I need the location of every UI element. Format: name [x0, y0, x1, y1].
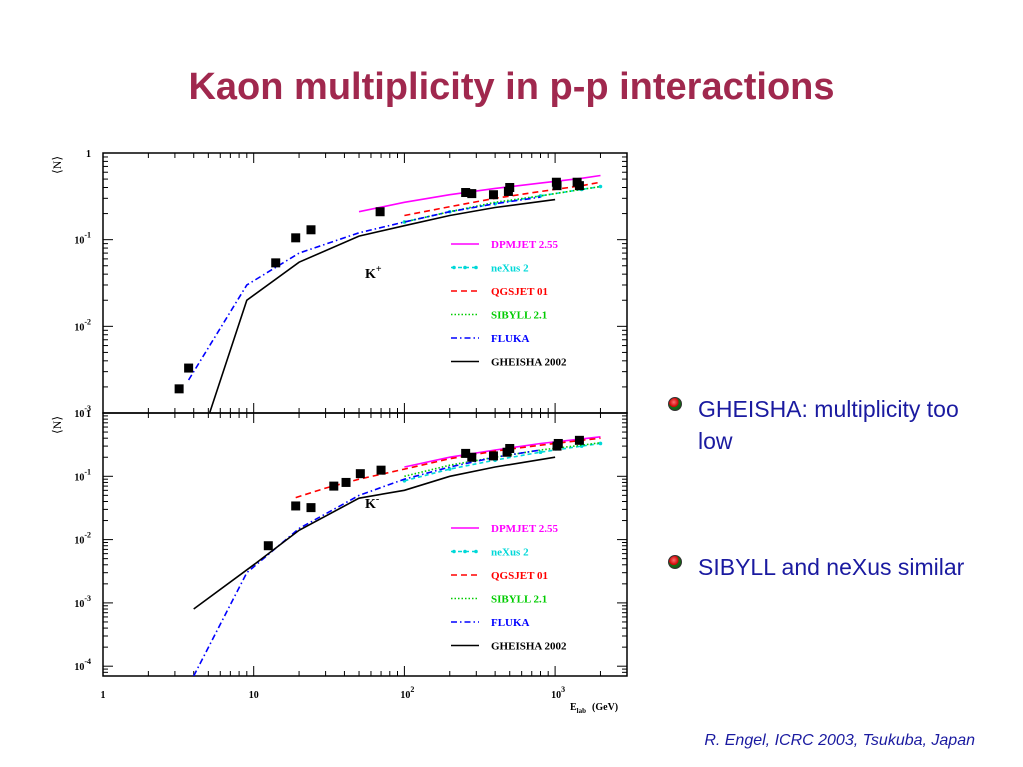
data-point: [355, 469, 365, 479]
data-point: [291, 233, 301, 243]
legend-label: FLUKA: [491, 617, 530, 629]
legend-marker: [452, 549, 456, 554]
legend-marker: [474, 549, 478, 554]
footer-citation: R. Engel, ICRC 2003, Tsukuba, Japan: [704, 732, 975, 749]
legend-label: SIBYLL 2.1: [491, 594, 547, 606]
series-marker: [598, 184, 603, 189]
legend-label: DPMJET 2.55: [491, 523, 559, 535]
series-line-gheisha-2002: [208, 198, 556, 413]
data-point: [184, 363, 194, 373]
data-point: [329, 481, 339, 491]
data-point: [574, 435, 584, 445]
legend-label: neXus 2: [491, 547, 529, 559]
data-point: [461, 188, 471, 198]
legend-label: QGSJET 01: [491, 570, 548, 582]
series-line-dpmjet-2-55: [358, 174, 601, 213]
y-axis-label: ⟨N⟩: [50, 416, 64, 434]
series-line-nexus-2: [404, 442, 601, 482]
data-point: [306, 225, 316, 235]
data-point: [553, 438, 563, 448]
data-point: [467, 452, 477, 462]
y-tick-label: 10-1: [74, 231, 91, 247]
x-tick-label: 103: [551, 685, 565, 701]
series-line-nexus-2: [404, 185, 601, 223]
legend-label: QGSJET 01: [491, 286, 548, 298]
legend-label: GHEISHA 2002: [491, 357, 567, 369]
data-point: [174, 384, 184, 394]
data-point: [306, 503, 316, 513]
series-marker: [598, 441, 603, 446]
legend-marker: [452, 265, 456, 270]
kaon-multiplicity-plots: 1 10-1 10-2 10-3 ⟨N⟩ DPMJET 2.55 neXus 2 QGSJET…: [50, 149, 628, 715]
series-line-sibyll-2-1: [404, 185, 601, 223]
data-point: [574, 181, 584, 191]
series-line-qgsjet-01: [404, 181, 601, 217]
data-point: [488, 190, 498, 200]
y-tick-label: 1: [86, 409, 91, 420]
series-marker: [447, 467, 452, 471]
data-point: [375, 207, 385, 217]
series-line-gheisha-2002: [193, 456, 556, 610]
x-tick-label: 1: [101, 690, 106, 701]
data-point: [376, 465, 386, 475]
y-tick-label: 10-1: [74, 467, 91, 483]
series-line-dpmjet-2-55: [404, 436, 601, 468]
x-tick-label: 10: [249, 690, 259, 701]
legend-marker: [474, 265, 478, 270]
y-tick-label: 10-2: [74, 317, 91, 333]
bullet-text: SIBYLL and neXus similar: [698, 554, 965, 580]
x-axis-label: Elab (GeV): [570, 702, 618, 715]
legend-label: SIBYLL 2.1: [491, 310, 547, 322]
particle-label: K-: [365, 494, 379, 512]
plot-area: [192, 435, 603, 676]
data-point: [467, 189, 477, 199]
data-point: [505, 182, 515, 192]
series-line-fluka: [192, 449, 541, 676]
data-point: [505, 443, 515, 453]
series-marker: [538, 450, 543, 455]
plot-frame: [102, 152, 628, 414]
legend-label: FLUKA: [491, 333, 530, 345]
legend-label: GHEISHA 2002: [491, 641, 567, 653]
bullet-dot-icon: [668, 555, 682, 569]
data-point: [263, 541, 273, 551]
legend-label: neXus 2: [491, 263, 529, 275]
y-tick-label: 10-2: [74, 531, 91, 547]
slide-title: Kaon multiplicity in p-p interactions: [188, 66, 835, 108]
data-point: [488, 451, 498, 461]
y-tick-label: 10-3: [74, 594, 91, 610]
y-tick-label: 10-4: [74, 657, 91, 673]
series-line-sibyll-2-1: [404, 441, 601, 478]
data-point: [341, 477, 351, 487]
y-tick-label: 1: [86, 149, 91, 160]
bullet-text: GHEISHA: multiplicity too low: [698, 396, 959, 454]
data-point: [271, 258, 281, 268]
x-tick-label: 102: [400, 685, 414, 701]
data-point: [552, 181, 562, 191]
particle-label: K+: [365, 264, 382, 282]
y-tick-label: 10-3: [74, 404, 91, 420]
plot-frame: [102, 412, 628, 677]
legend-marker: [463, 265, 467, 270]
data-point: [291, 501, 301, 511]
legend-marker: [463, 549, 467, 554]
legend-label: DPMJET 2.55: [491, 239, 559, 251]
data-point: [461, 448, 471, 458]
bullet-dot-icon: [668, 397, 682, 411]
y-axis-label: ⟨N⟩: [50, 156, 64, 174]
series-line-fluka: [187, 196, 541, 381]
plot-area: [174, 174, 603, 413]
